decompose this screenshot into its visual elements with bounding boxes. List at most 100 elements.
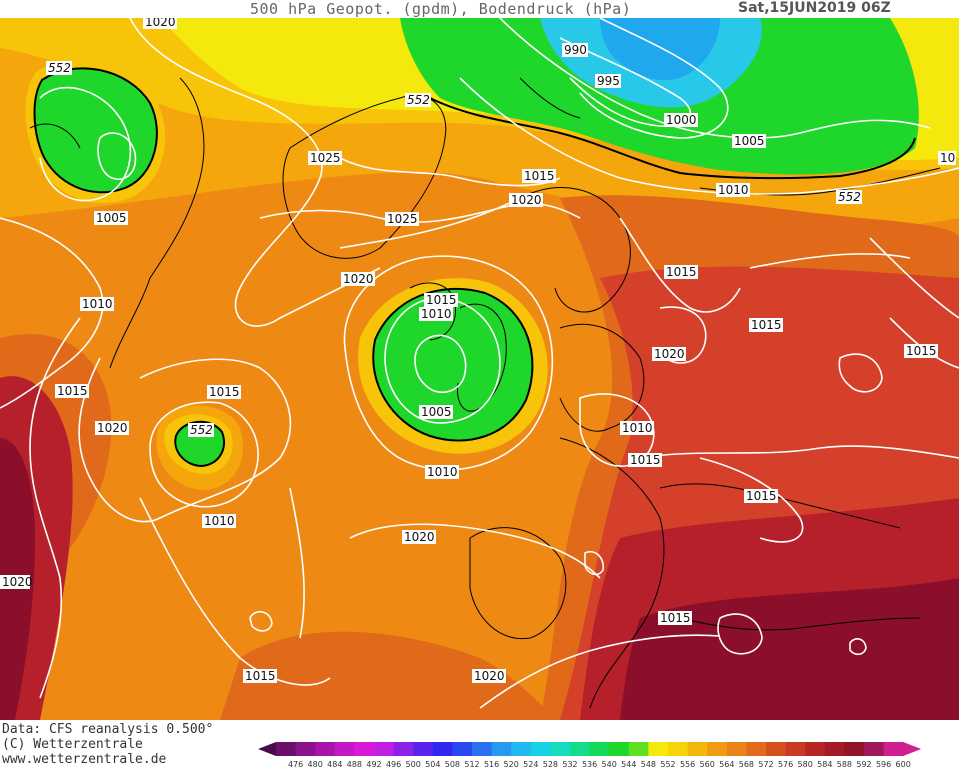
- isobar-label: 1005: [421, 405, 452, 419]
- isobar-label: 1010: [421, 307, 452, 321]
- scale-swatch: [432, 742, 453, 756]
- isobar-label: 1005: [734, 134, 765, 148]
- isobar-label: 1015: [524, 169, 555, 183]
- color-scale: 476 480 484 488 492 496 500 504 508 512 516 520 524 5…: [258, 740, 958, 769]
- scale-tick-label: 496: [385, 760, 402, 769]
- scale-swatch: [805, 742, 826, 756]
- scale-swatch: [511, 742, 532, 756]
- scale-swatch: [452, 742, 473, 756]
- isobar-label: 1000: [666, 113, 697, 127]
- isobar-label: 1015: [426, 293, 457, 307]
- isobar-label: 1010: [718, 183, 749, 197]
- scale-swatch: [824, 742, 845, 756]
- scale-tick-label: 552: [660, 760, 676, 769]
- scale-swatch: [295, 742, 316, 756]
- isobar-label: 1015: [666, 265, 697, 279]
- scale-swatch: [648, 742, 669, 756]
- scale-tick-label: 532: [562, 760, 578, 769]
- scale-swatch: [883, 742, 904, 756]
- copyright: (C) Wetterzentrale: [2, 737, 143, 752]
- scale-swatch: [354, 742, 375, 756]
- isobar-label: 1015: [630, 453, 661, 467]
- map-svg: 1020 552 990 995 552 1000 1025 1005 10 1…: [0, 18, 959, 720]
- scale-tick-label: 484: [327, 760, 343, 769]
- scale-swatch: [628, 742, 649, 756]
- isobar-label: 1020: [654, 347, 685, 361]
- scale-swatch: [785, 742, 806, 756]
- isobar-label: 1020: [145, 18, 176, 29]
- weather-map[interactable]: 1020 552 990 995 552 1000 1025 1005 10 1…: [0, 18, 959, 720]
- data-source: Data: CFS reanalysis 0.500°: [2, 722, 214, 737]
- scale-tick-label: 600: [895, 760, 911, 769]
- scale-swatch: [609, 742, 630, 756]
- scale-arrow-right: [903, 742, 922, 756]
- scale-tick-label: 512: [464, 760, 480, 769]
- scale-tick-label: 520: [503, 760, 519, 769]
- contour-552: [33, 67, 916, 468]
- isobar-label: 1010: [204, 514, 235, 528]
- isobar-labels: 1020 552 990 995 552 1000 1025 1005 10 1…: [0, 18, 956, 683]
- scale-swatch: [413, 742, 434, 756]
- isobar-label: 1020: [97, 421, 128, 435]
- scale-swatch: [687, 742, 708, 756]
- scale-swatch: [864, 742, 885, 756]
- scale-tick-label: 568: [738, 760, 755, 769]
- contour-label: 552: [407, 93, 430, 107]
- scale-tick-label: 564: [719, 760, 735, 769]
- scale-arrow-left: [258, 742, 276, 756]
- scale-swatch: [570, 742, 591, 756]
- isobar-label: 1025: [310, 151, 341, 165]
- scale-tick-label: 596: [875, 760, 892, 769]
- contour-label: 552: [838, 190, 861, 204]
- map-date: Sat,15JUN2019 06Z: [738, 0, 891, 16]
- isobar-label: 1020: [343, 272, 374, 286]
- isobar-label: 1015: [57, 384, 88, 398]
- scale-swatch: [393, 742, 414, 756]
- scale-tick-label: 488: [346, 760, 363, 769]
- scale-swatch: [550, 742, 571, 756]
- scale-swatch: [668, 742, 689, 756]
- scale-tick-label: 500: [405, 760, 421, 769]
- isobar-label: 1005: [96, 211, 127, 225]
- scale-tick-label: 548: [640, 760, 657, 769]
- scale-swatch: [530, 742, 551, 756]
- isobar-label: 990: [564, 43, 587, 57]
- contour-label: 552: [190, 423, 213, 437]
- isobar-label: 1015: [751, 318, 782, 332]
- scale-tick-label: 492: [366, 760, 382, 769]
- scale-tick-label: 560: [699, 760, 715, 769]
- scale-swatch: [746, 742, 767, 756]
- scale-tick-label: 576: [777, 760, 794, 769]
- scale-tick-label: 480: [307, 760, 323, 769]
- scale-tick-label: 540: [601, 760, 617, 769]
- color-scale-bar: [258, 742, 922, 756]
- map-title: 500 hPa Geopot. (gpdm), Bodendruck (hPa): [250, 0, 632, 18]
- scale-swatch: [334, 742, 355, 756]
- scale-tick-label: 516: [483, 760, 500, 769]
- scale-swatch: [766, 742, 787, 756]
- scale-tick-label: 504: [425, 760, 441, 769]
- scale-swatch: [491, 742, 512, 756]
- scale-tick-label: 556: [679, 760, 696, 769]
- isobar-label: 1010: [427, 465, 458, 479]
- map-header: 500 hPa Geopot. (gpdm), Bodendruck (hPa)…: [0, 0, 959, 18]
- scale-tick-label: 536: [581, 760, 598, 769]
- isobar-label: 1025: [387, 212, 418, 226]
- isobar-label: 1020: [474, 669, 505, 683]
- isobar-label: 1010: [82, 297, 113, 311]
- scale-swatch: [374, 742, 395, 756]
- scale-swatch: [276, 742, 297, 756]
- isobar-label: 995: [597, 74, 620, 88]
- scale-tick-label: 588: [836, 760, 853, 769]
- isobar-label: 1015: [245, 669, 276, 683]
- scale-swatch: [589, 742, 610, 756]
- isobar-label: 1015: [746, 489, 777, 503]
- scale-tick-label: 592: [856, 760, 872, 769]
- geopotential-field: [0, 18, 959, 720]
- scale-swatch: [726, 742, 747, 756]
- isobar-label: 1020: [404, 530, 435, 544]
- scale-tick-label: 580: [797, 760, 813, 769]
- scale-tick-label: 544: [621, 760, 637, 769]
- website-link[interactable]: www.wetterzentrale.de: [2, 752, 167, 767]
- map-footer: Data: CFS reanalysis 0.500° (C) Wetterze…: [0, 720, 959, 770]
